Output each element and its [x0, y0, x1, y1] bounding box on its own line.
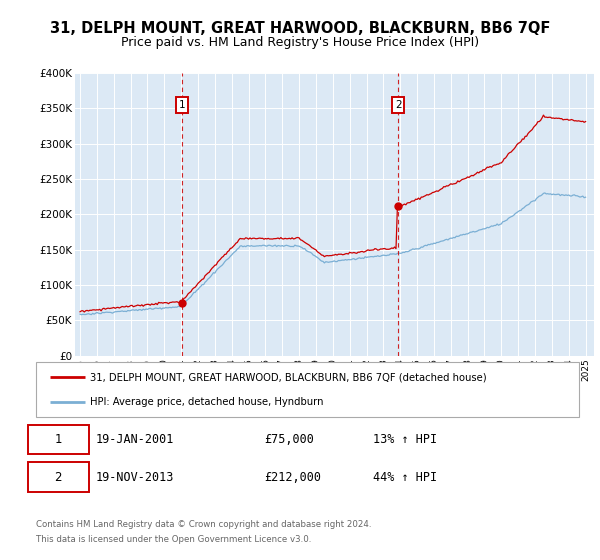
Text: Price paid vs. HM Land Registry's House Price Index (HPI): Price paid vs. HM Land Registry's House … — [121, 36, 479, 49]
Text: This data is licensed under the Open Government Licence v3.0.: This data is licensed under the Open Gov… — [36, 535, 311, 544]
Text: £212,000: £212,000 — [264, 470, 321, 484]
Text: 44% ↑ HPI: 44% ↑ HPI — [373, 470, 437, 484]
Text: 19-JAN-2001: 19-JAN-2001 — [96, 433, 174, 446]
Text: 19-NOV-2013: 19-NOV-2013 — [96, 470, 174, 484]
Text: £75,000: £75,000 — [264, 433, 314, 446]
Text: 1: 1 — [55, 433, 62, 446]
FancyBboxPatch shape — [28, 425, 89, 454]
Text: Contains HM Land Registry data © Crown copyright and database right 2024.: Contains HM Land Registry data © Crown c… — [36, 520, 371, 529]
Text: 31, DELPH MOUNT, GREAT HARWOOD, BLACKBURN, BB6 7QF (detached house): 31, DELPH MOUNT, GREAT HARWOOD, BLACKBUR… — [91, 372, 487, 382]
Text: HPI: Average price, detached house, Hyndburn: HPI: Average price, detached house, Hynd… — [91, 398, 324, 407]
FancyBboxPatch shape — [36, 362, 579, 417]
Text: 1: 1 — [179, 100, 185, 110]
Text: 2: 2 — [395, 100, 401, 110]
Text: 31, DELPH MOUNT, GREAT HARWOOD, BLACKBURN, BB6 7QF: 31, DELPH MOUNT, GREAT HARWOOD, BLACKBUR… — [50, 21, 550, 36]
Text: 13% ↑ HPI: 13% ↑ HPI — [373, 433, 437, 446]
Text: 2: 2 — [55, 470, 62, 484]
FancyBboxPatch shape — [28, 463, 89, 492]
